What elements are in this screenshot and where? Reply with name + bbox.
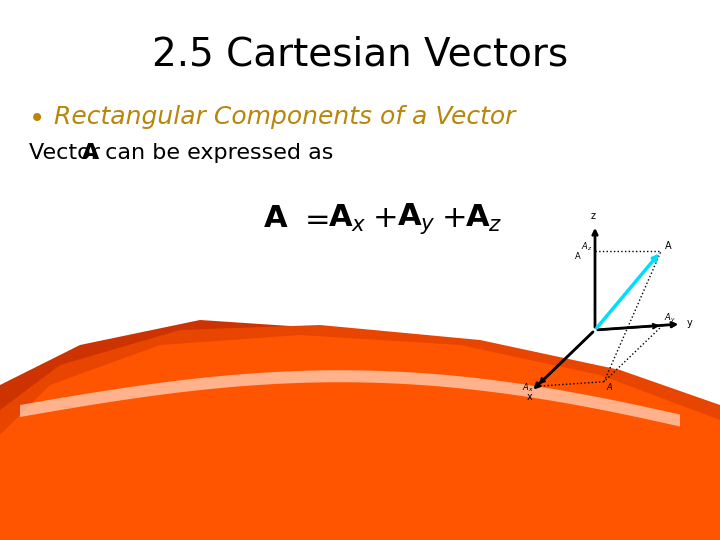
Polygon shape [20, 370, 680, 427]
Text: $+$: $+$ [372, 204, 397, 233]
Text: $\mathbf{A}_{y}$: $\mathbf{A}_{y}$ [397, 201, 436, 236]
Text: Rectangular Components of a Vector: Rectangular Components of a Vector [54, 105, 516, 129]
Text: y: y [686, 318, 692, 328]
Text: can be expressed as: can be expressed as [98, 143, 333, 163]
Text: Vector: Vector [29, 143, 107, 163]
Text: •: • [29, 105, 45, 133]
Text: A: A [575, 252, 581, 261]
Text: $A$: $A$ [606, 381, 613, 392]
Text: $\mathbf{A}$: $\mathbf{A}$ [263, 204, 288, 233]
Polygon shape [0, 325, 720, 540]
Text: A: A [665, 241, 672, 251]
Text: $\mathbf{A}_{x}$: $\mathbf{A}_{x}$ [328, 203, 366, 234]
Text: z: z [591, 211, 596, 221]
Text: 2.5 Cartesian Vectors: 2.5 Cartesian Vectors [152, 35, 568, 73]
Text: $=$: $=$ [299, 204, 329, 233]
Text: x: x [526, 392, 532, 402]
Polygon shape [0, 335, 720, 540]
Polygon shape [0, 320, 720, 540]
Text: $A_y$: $A_y$ [665, 312, 676, 325]
Text: $+$: $+$ [441, 204, 465, 233]
Text: A: A [82, 143, 99, 163]
Text: $\mathbf{A}_{z}$: $\mathbf{A}_{z}$ [465, 203, 503, 234]
Text: $A_z$: $A_z$ [581, 240, 593, 253]
Text: $A_x$: $A_x$ [523, 381, 534, 394]
